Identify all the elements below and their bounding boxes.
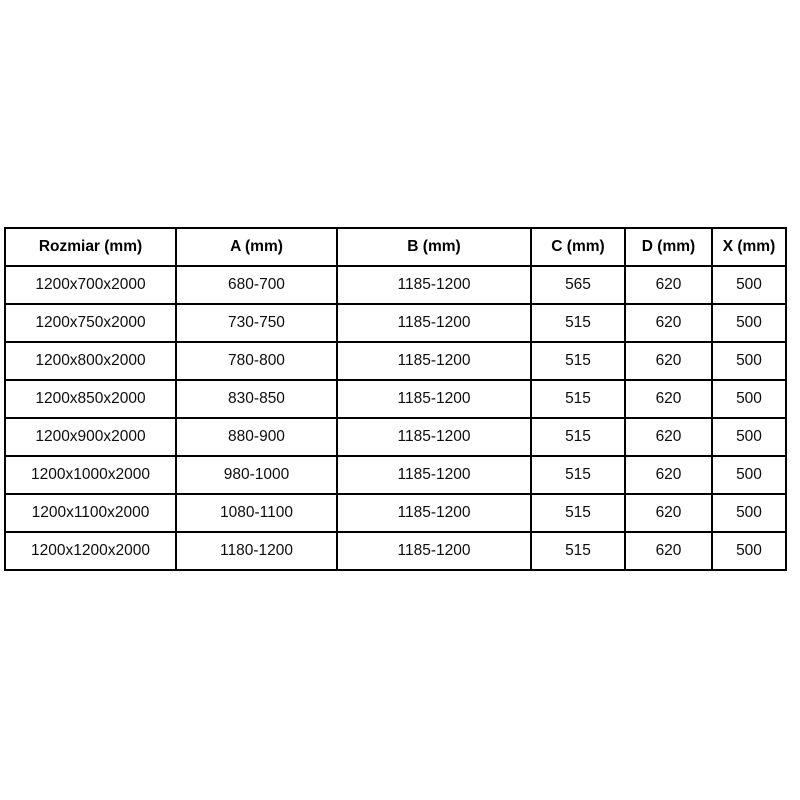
- table-cell: 1185-1200: [336, 417, 532, 457]
- table-cell: 1200x1100x2000: [4, 493, 177, 533]
- header-row: Rozmiar (mm) A (mm) B (mm) C (mm) D (mm)…: [4, 227, 787, 267]
- table-cell: 1185-1200: [336, 379, 532, 419]
- table-cell: 1200x700x2000: [4, 265, 177, 305]
- table-cell: 620: [624, 455, 713, 495]
- column-header-rozmiar: Rozmiar (mm): [4, 227, 177, 267]
- table-cell: 1080-1100: [175, 493, 338, 533]
- table-cell: 880-900: [175, 417, 338, 457]
- table-row: 1200x750x2000 730-750 1185-1200 515 620 …: [4, 303, 787, 343]
- table-cell: 620: [624, 531, 713, 571]
- table-cell: 1185-1200: [336, 531, 532, 571]
- table-row: 1200x850x2000 830-850 1185-1200 515 620 …: [4, 379, 787, 419]
- table-cell: 500: [711, 265, 787, 305]
- table-cell: 1200x900x2000: [4, 417, 177, 457]
- table-cell: 780-800: [175, 341, 338, 381]
- table-cell: 620: [624, 265, 713, 305]
- column-header-b: B (mm): [336, 227, 532, 267]
- table-cell: 515: [530, 379, 626, 419]
- table-cell: 500: [711, 493, 787, 533]
- table-cell: 515: [530, 303, 626, 343]
- table-cell: 1200x850x2000: [4, 379, 177, 419]
- table-cell: 730-750: [175, 303, 338, 343]
- table-row: 1200x1100x2000 1080-1100 1185-1200 515 6…: [4, 493, 787, 533]
- table-cell: 515: [530, 417, 626, 457]
- table-cell: 500: [711, 379, 787, 419]
- column-header-x: X (mm): [711, 227, 787, 267]
- table-cell: 515: [530, 341, 626, 381]
- table-cell: 500: [711, 341, 787, 381]
- table-cell: 620: [624, 417, 713, 457]
- table-cell: 1200x750x2000: [4, 303, 177, 343]
- table-row: 1200x800x2000 780-800 1185-1200 515 620 …: [4, 341, 787, 381]
- table-row: 1200x1000x2000 980-1000 1185-1200 515 62…: [4, 455, 787, 495]
- table-cell: 830-850: [175, 379, 338, 419]
- table-cell: 1180-1200: [175, 531, 338, 571]
- table-cell: 620: [624, 341, 713, 381]
- table-cell: 1200x1200x2000: [4, 531, 177, 571]
- table-cell: 500: [711, 531, 787, 571]
- table-cell: 1185-1200: [336, 265, 532, 305]
- table-cell: 515: [530, 493, 626, 533]
- table-cell: 620: [624, 303, 713, 343]
- column-header-d: D (mm): [624, 227, 713, 267]
- table-cell: 980-1000: [175, 455, 338, 495]
- table-cell: 1185-1200: [336, 455, 532, 495]
- table-row: 1200x700x2000 680-700 1185-1200 565 620 …: [4, 265, 787, 305]
- table-cell: 620: [624, 493, 713, 533]
- table-cell: 1185-1200: [336, 341, 532, 381]
- table-row: 1200x1200x2000 1180-1200 1185-1200 515 6…: [4, 531, 787, 571]
- table-cell: 620: [624, 379, 713, 419]
- column-header-c: C (mm): [530, 227, 626, 267]
- table-cell: 1200x800x2000: [4, 341, 177, 381]
- table-cell: 565: [530, 265, 626, 305]
- table-row: 1200x900x2000 880-900 1185-1200 515 620 …: [4, 417, 787, 457]
- column-header-a: A (mm): [175, 227, 338, 267]
- table-cell: 515: [530, 531, 626, 571]
- table-cell: 1185-1200: [336, 303, 532, 343]
- table-cell: 500: [711, 455, 787, 495]
- table-cell: 680-700: [175, 265, 338, 305]
- size-spec-table: Rozmiar (mm) A (mm) B (mm) C (mm) D (mm)…: [4, 227, 787, 571]
- table-cell: 515: [530, 455, 626, 495]
- size-spec-table-container: Rozmiar (mm) A (mm) B (mm) C (mm) D (mm)…: [4, 227, 787, 571]
- table-cell: 1200x1000x2000: [4, 455, 177, 495]
- table-cell: 1185-1200: [336, 493, 532, 533]
- table-cell: 500: [711, 417, 787, 457]
- table-cell: 500: [711, 303, 787, 343]
